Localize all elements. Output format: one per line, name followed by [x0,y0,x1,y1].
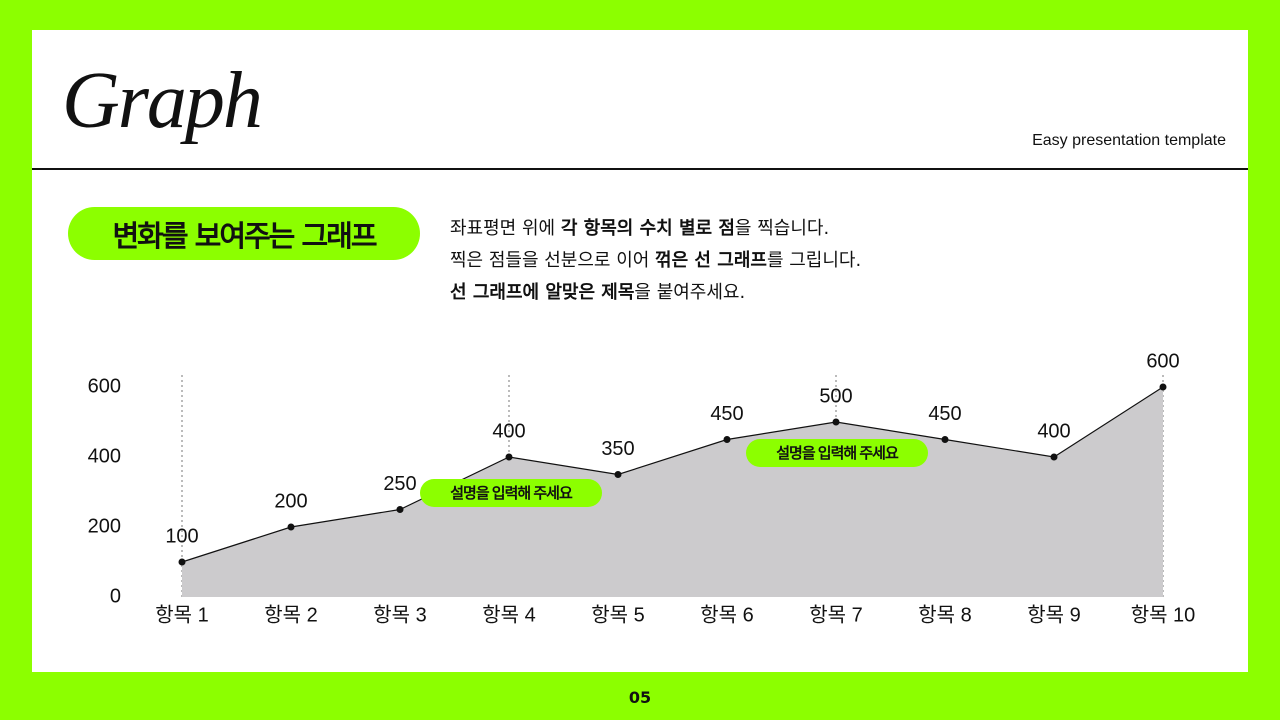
description-text: 꺾은 선 그래프 [655,250,767,271]
x-tick-label: 항목 7 [809,603,862,626]
point [941,436,949,443]
area [182,387,1163,597]
description-text: 을 찍습니다. [734,218,830,239]
annotation-pill [420,479,602,507]
data-label: 450 [928,403,961,425]
data-label: 400 [1037,420,1070,442]
data-label: 200 [274,490,307,512]
data-label: 400 [492,420,525,442]
subtitle: Easy presentation template [1032,132,1226,149]
description-text: 선 그래프에 알맞은 제목 [450,282,635,303]
point [832,418,840,426]
point [287,523,295,531]
x-tick-label: 항목 6 [700,603,753,626]
data-label: 600 [1146,350,1179,372]
y-tick-label: 600 [88,375,121,397]
point [505,453,513,461]
x-tick-label: 항목 5 [591,603,644,626]
page-number: 05 [628,688,652,707]
description-text: 을 붙여주세요. [634,282,746,303]
annotation-pill [746,439,928,467]
description-text: 좌표평면 위에 [450,218,561,239]
description-text: 찍은 점들을 선분으로 이어 [450,250,656,271]
point [1159,383,1167,391]
description-line: 선 그래프에 알맞은 제목을 붙여주세요. [450,277,861,309]
data-label: 100 [165,525,198,547]
point [723,436,731,443]
x-tick-label: 항목 10 [1131,603,1196,626]
point [396,506,404,513]
point [614,471,622,478]
description-line: 좌표평면 위에 각 항목의 수치 별로 점을 찍습니다. [450,213,861,245]
data-label: 250 [383,473,416,495]
point [178,558,186,566]
annotation: 설명을 입력해 주세요 [450,484,573,502]
description-line: 찍은 점들을 선분으로 이어 꺾은 선 그래프를 그립니다. [450,245,861,277]
x-tick-label: 항목 2 [264,603,317,626]
section-heading: 변화를 보여주는 그래프 [68,207,420,260]
y-tick-label: 0 [110,585,121,607]
annotation: 설명을 입력해 주세요 [776,444,899,462]
point [1050,453,1058,461]
x-tick-label: 항목 8 [918,603,971,626]
line [181,386,1164,563]
description-text: 각 항목의 수치 별로 점 [560,218,735,239]
data-label: 500 [819,385,852,407]
data-label: 350 [601,438,634,460]
x-tick-label: 항목 3 [373,603,426,626]
y-tick-label: 200 [88,515,121,537]
description: 좌표평면 위에 각 항목의 수치 별로 점을 찍습니다. 찍은 점들을 선분으로 … [450,213,861,309]
x-tick-label: 항목 4 [482,603,535,626]
x-tick-label: 항목 9 [1027,603,1080,626]
title: Graph [62,57,263,145]
y-tick-label: 400 [88,445,121,467]
description-text: 를 그립니다. [766,250,862,271]
data-label: 450 [710,403,743,425]
x-tick-label: 항목 1 [155,603,208,626]
divider [32,168,1248,170]
